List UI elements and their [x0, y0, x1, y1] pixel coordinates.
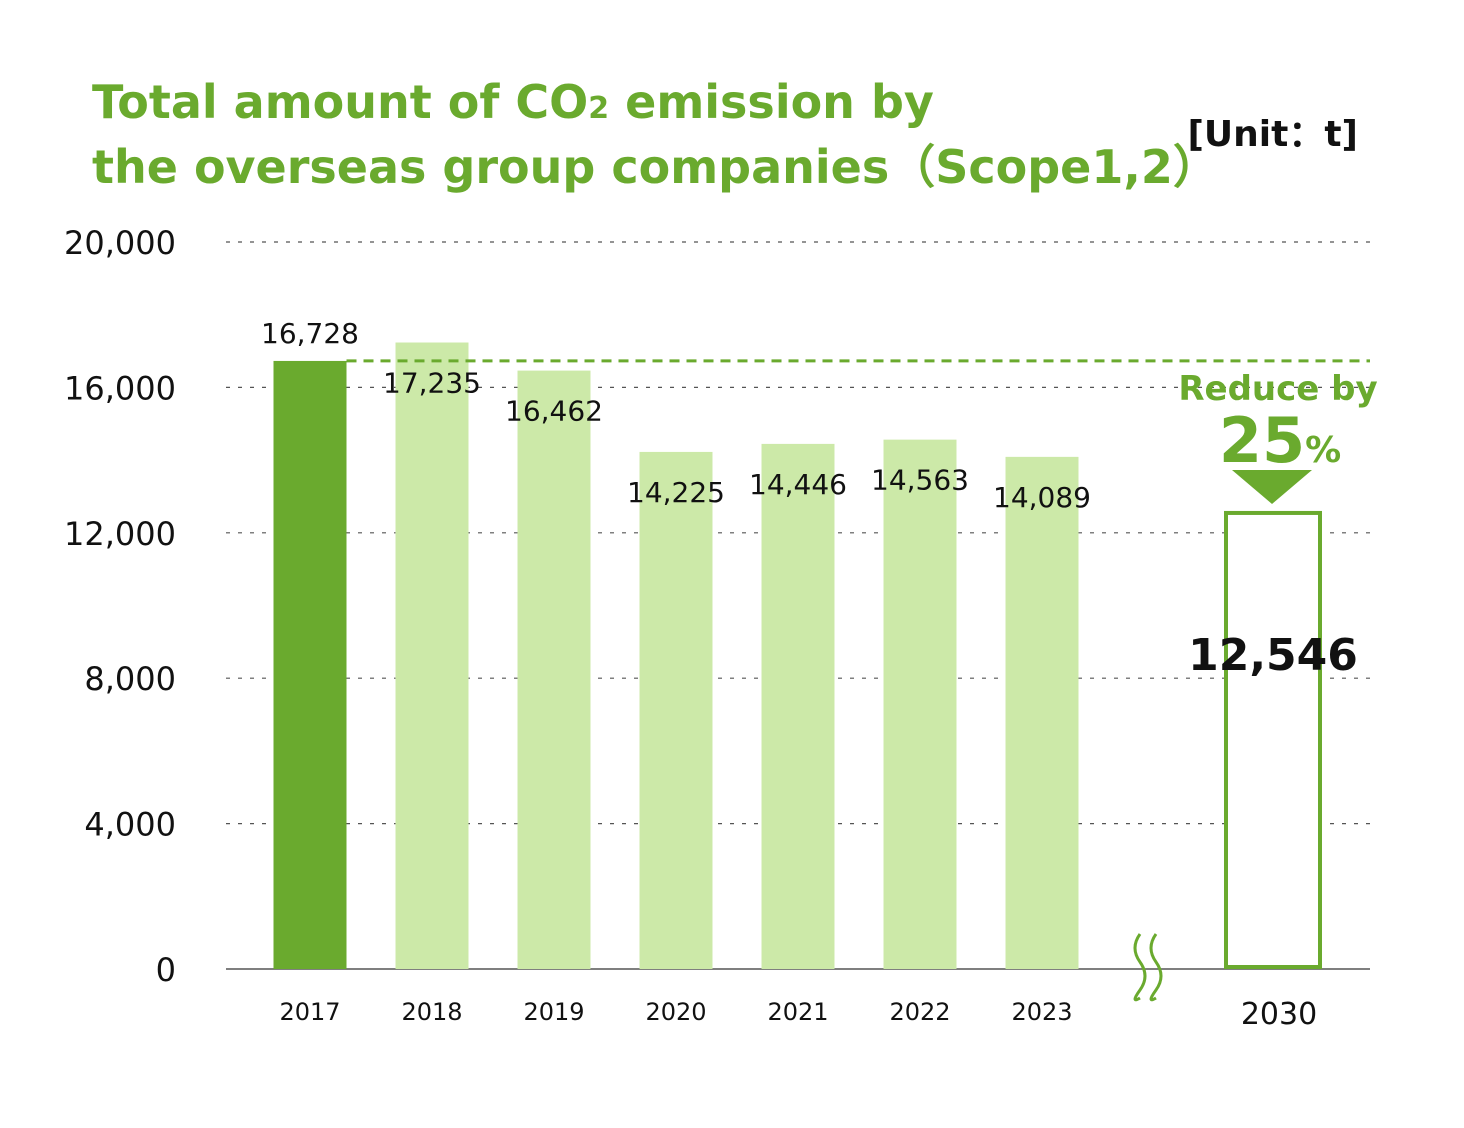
- x-tick-label: 2019: [523, 998, 584, 1026]
- x-tick-label: 2017: [279, 998, 340, 1026]
- y-tick-label: 4,000: [84, 806, 176, 844]
- chart-title-line1-sub: 2: [588, 91, 609, 126]
- data-label: 14,563: [871, 464, 969, 497]
- x-tick-label: 2022: [889, 998, 950, 1026]
- axis-break-icon: [1133, 933, 1163, 1002]
- bars-layer: [273, 342, 1079, 969]
- target-value-label: 12,546: [1188, 630, 1358, 681]
- y-tick-label: 20,000: [64, 224, 176, 262]
- bar-2019: [517, 370, 591, 969]
- bar-2023: [1005, 456, 1079, 969]
- labels-layer: 2017 16,728 2018 17,235 2019 16,462 2020 14,225…: [261, 317, 1091, 1026]
- chart-title-line1: Total amount of CO2 emission by: [92, 75, 934, 129]
- bar-2020: [639, 451, 713, 969]
- y-tick-label: 0: [156, 951, 176, 989]
- x-tick-label: 2020: [645, 998, 706, 1026]
- data-label: 16,462: [505, 395, 603, 428]
- data-label: 17,235: [383, 367, 481, 400]
- unit-label: [Unit：t]: [1187, 114, 1358, 155]
- chart-title-line1-pre: Total amount of CO: [92, 75, 588, 129]
- bar-2030-target: [1224, 510, 1322, 969]
- bar-2022: [883, 439, 957, 969]
- y-tick-label: 12,000: [64, 515, 176, 553]
- grid-layer: 0 4,000 8,000 12,000 16,000 20,000: [64, 224, 1370, 989]
- data-label: 14,446: [749, 468, 847, 501]
- bar-2017: [273, 360, 347, 969]
- data-label: 16,728: [261, 317, 359, 350]
- x-tick-label: 2018: [401, 998, 462, 1026]
- bar-2021: [761, 443, 835, 969]
- y-tick-label: 8,000: [84, 660, 176, 698]
- x-tick-label: 2021: [767, 998, 828, 1026]
- reduce-by-label: Reduce by: [1178, 369, 1377, 409]
- bar-2018: [395, 342, 469, 969]
- y-tick-label: 16,000: [64, 369, 176, 407]
- down-arrow-icon: [1232, 470, 1312, 504]
- x-tick-label-2030: 2030: [1241, 997, 1317, 1032]
- chart-title-line1-post: emission by: [609, 75, 934, 129]
- reduce-percent-label: 25%: [1219, 404, 1341, 477]
- data-label: 14,225: [627, 476, 725, 509]
- data-label: 14,089: [993, 481, 1091, 514]
- x-tick-label: 2023: [1011, 998, 1072, 1026]
- chart-title-line2: the overseas group companies（Scope1,2）: [92, 140, 1219, 194]
